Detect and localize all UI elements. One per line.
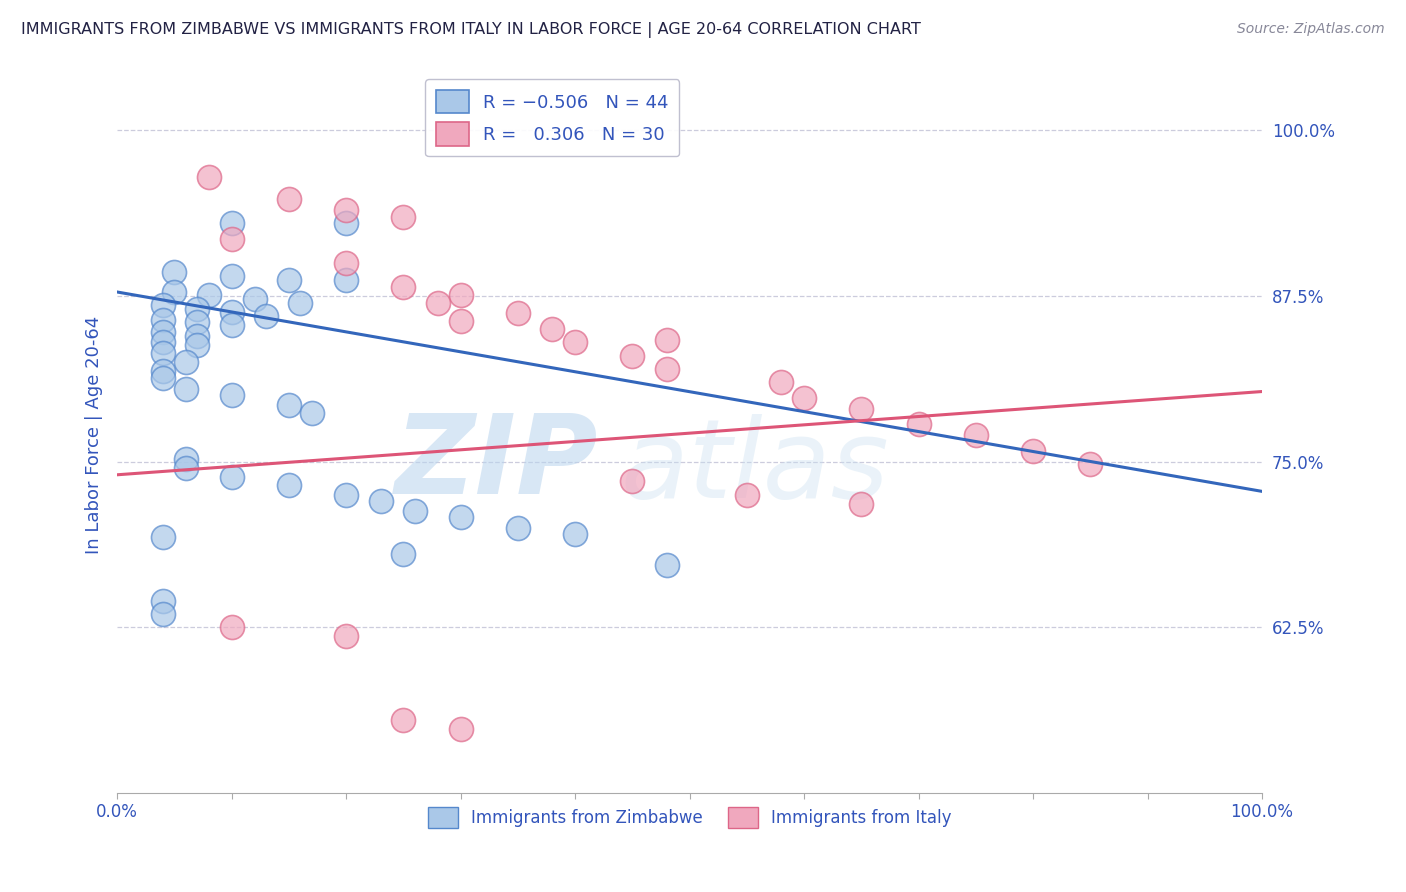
Point [277,398,299,412]
Point [1078,457,1101,471]
Point [152,607,174,621]
Point [174,461,197,475]
Point [506,306,529,320]
Point [450,510,472,524]
Point [277,478,299,492]
Point [450,722,472,736]
Point [564,527,586,541]
Point [655,558,678,572]
Point [163,285,186,299]
Point [335,488,357,502]
Point [506,521,529,535]
Point [163,265,186,279]
Point [152,335,174,350]
Point [221,470,243,484]
Point [152,325,174,339]
Point [301,405,323,419]
Point [152,364,174,378]
Point [335,256,357,270]
Point [152,298,174,312]
Point [392,210,415,224]
Point [186,302,208,317]
Point [186,316,208,330]
Point [221,318,243,332]
Point [621,475,644,489]
Y-axis label: In Labor Force | Age 20-64: In Labor Force | Age 20-64 [86,316,103,554]
Point [655,333,678,347]
Point [621,349,644,363]
Point [174,451,197,466]
Point [152,371,174,385]
Point [197,169,219,184]
Text: Source: ZipAtlas.com: Source: ZipAtlas.com [1237,22,1385,37]
Point [152,530,174,544]
Legend: Immigrants from Zimbabwe, Immigrants from Italy: Immigrants from Zimbabwe, Immigrants fro… [420,801,959,834]
Point [450,314,472,328]
Point [277,192,299,206]
Point [907,417,929,432]
Point [174,382,197,396]
Point [254,309,277,323]
Point [221,305,243,319]
Point [277,273,299,287]
Point [564,335,586,350]
Point [541,322,564,336]
Point [392,713,415,727]
Point [793,391,815,405]
Point [770,375,793,389]
Point [426,295,449,310]
Point [1022,444,1045,458]
Point [392,547,415,561]
Text: atlas: atlas [621,414,890,521]
Point [186,328,208,343]
Point [965,428,987,442]
Point [392,279,415,293]
Point [221,216,243,230]
Point [655,361,678,376]
Point [851,497,873,511]
Point [450,287,472,301]
Point [335,202,357,217]
Point [335,273,357,287]
Point [243,292,266,306]
Point [370,494,392,508]
Point [221,232,243,246]
Text: IMMIGRANTS FROM ZIMBABWE VS IMMIGRANTS FROM ITALY IN LABOR FORCE | AGE 20-64 COR: IMMIGRANTS FROM ZIMBABWE VS IMMIGRANTS F… [21,22,921,38]
Point [221,620,243,634]
Point [221,388,243,402]
Point [335,216,357,230]
Point [197,287,219,301]
Point [152,313,174,327]
Point [152,346,174,360]
Point [290,295,312,310]
Point [735,488,758,502]
Point [152,593,174,607]
Point [335,629,357,643]
Point [174,355,197,369]
Point [851,401,873,416]
Point [186,338,208,352]
Text: ZIP: ZIP [395,410,598,517]
Point [221,269,243,284]
Point [404,503,426,517]
